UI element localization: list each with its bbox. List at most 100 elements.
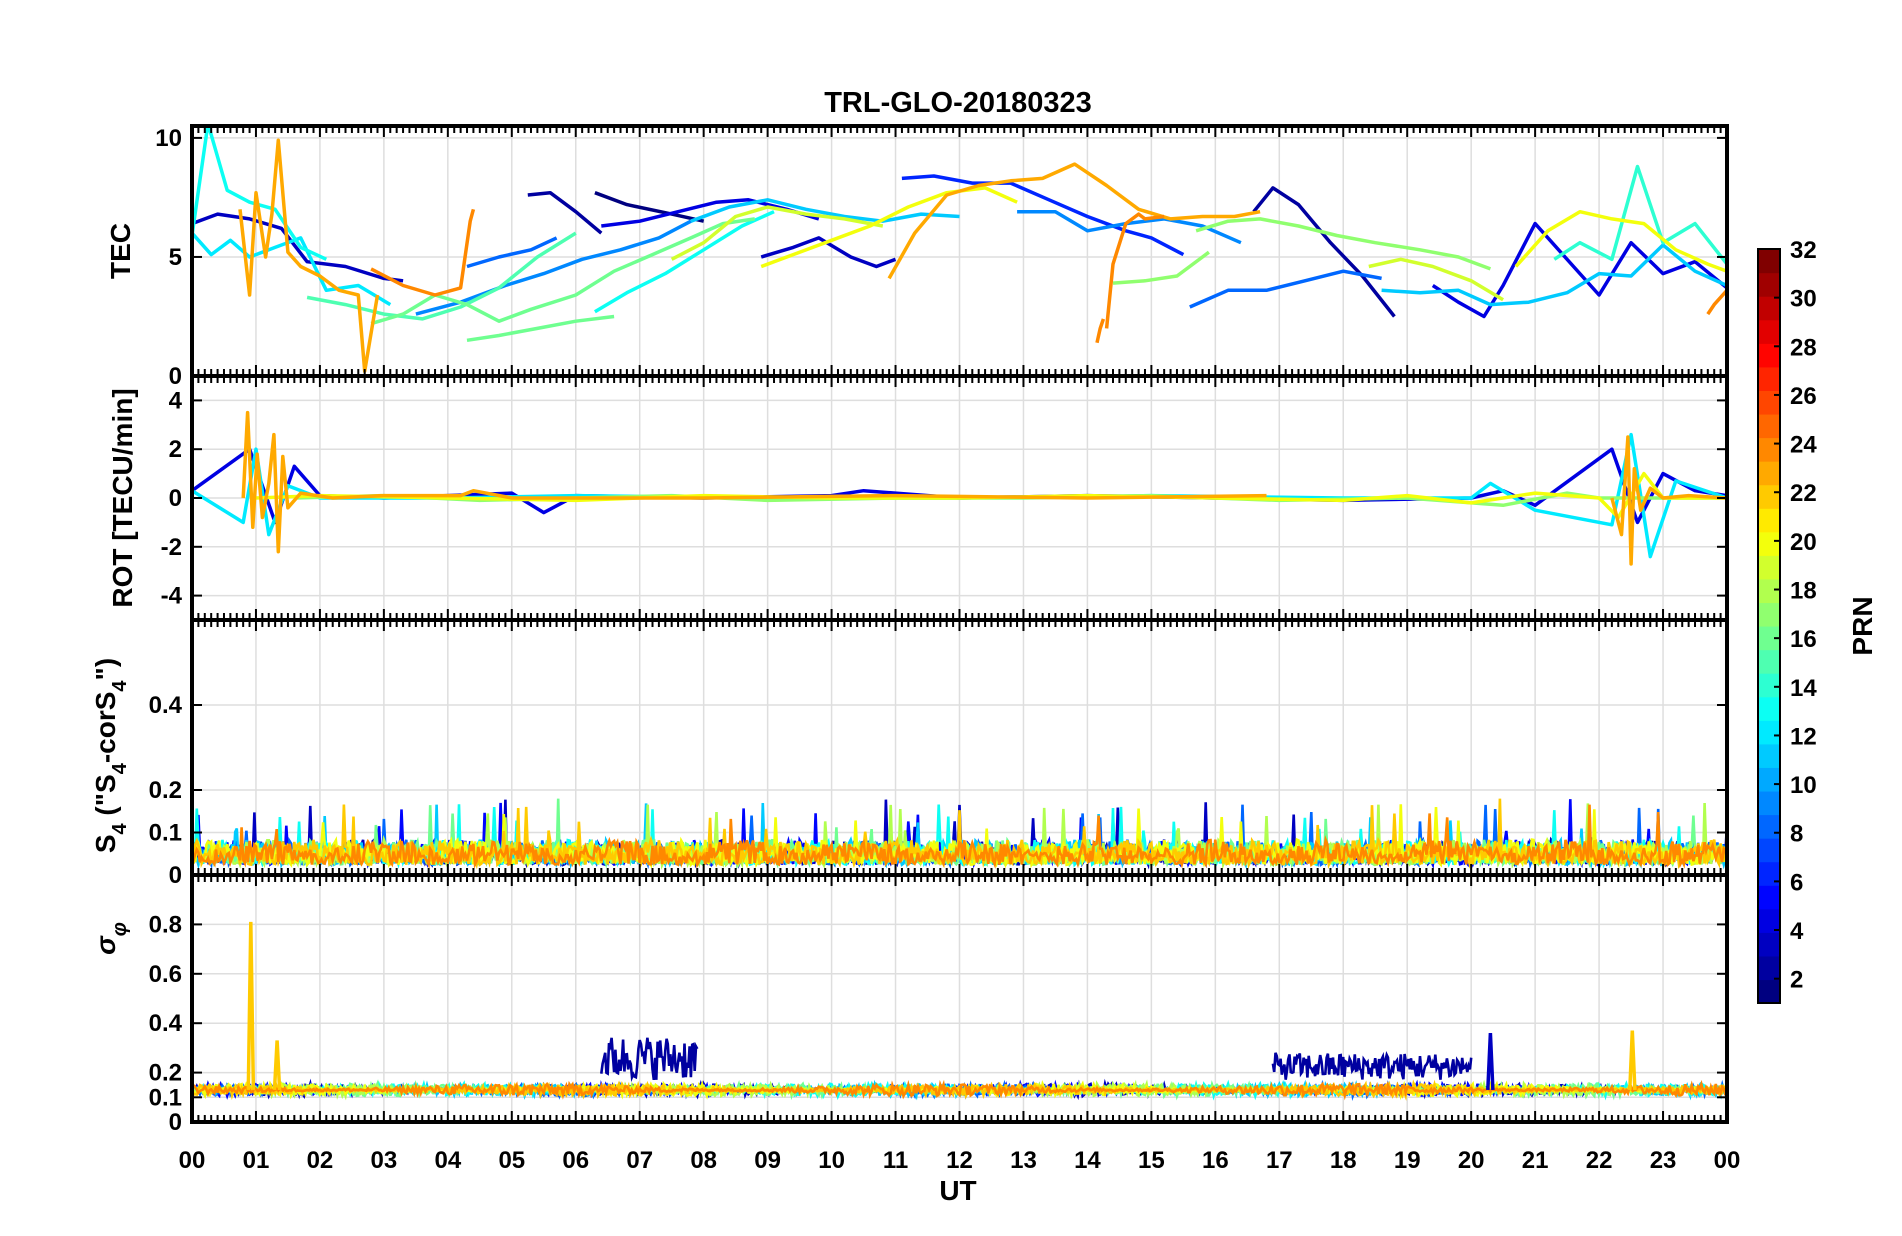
colorbar-tick-label: 8 <box>1790 821 1803 848</box>
spike-prn-22 <box>272 1040 282 1090</box>
x-tick-label: 20 <box>1458 1147 1485 1174</box>
colorbar-cell <box>1758 249 1780 274</box>
colorbar-cell <box>1758 343 1780 368</box>
series-prn-20 <box>760 186 1018 269</box>
series-prn-17 <box>1112 250 1210 285</box>
x-tick-label: 23 <box>1650 1147 1677 1174</box>
x-axis: 00 01 02 03 04 05 06 07 08 09 10 11 12 13 14 15 16 17 18 19… <box>179 1147 1741 1174</box>
spike-prn-22 <box>246 921 256 1090</box>
colorbar-tick-label: 24 <box>1790 432 1817 459</box>
colorbar-tick-label: 10 <box>1790 772 1817 799</box>
colorbar-cell <box>1758 531 1780 556</box>
y-tick-label: 0.2 <box>149 1060 182 1087</box>
series-prn-8 <box>466 236 558 269</box>
colorbar-cell <box>1758 272 1780 297</box>
y-tick-label: 5 <box>169 244 182 271</box>
y-tick-label: 0.8 <box>149 911 182 938</box>
colorbar-tick-label: 14 <box>1790 675 1817 702</box>
y-tick-label: 4 <box>169 387 183 414</box>
minor-ticks <box>191 376 1728 620</box>
series-prn-13 <box>594 210 775 314</box>
colorbar-cell <box>1758 555 1780 580</box>
y-tick-label: 2 <box>169 436 182 463</box>
series-prn-11 <box>690 198 960 223</box>
series-prn-20 <box>1514 209 1727 273</box>
colorbar-tick-label: 28 <box>1790 334 1817 361</box>
panel-ROT: -4 -2 0 2 4 ROT [TECU/min] <box>107 374 1729 622</box>
y-tick-label: 0 <box>169 363 182 390</box>
active-prn-2 <box>600 1037 699 1083</box>
y-tick-label: 0 <box>169 862 182 889</box>
panel-sigma_phi: 00.10.2 0.4 0.6 0.8 σφ <box>90 873 1729 1136</box>
colorbar-cell <box>1758 461 1780 486</box>
x-tick-label: 14 <box>1074 1147 1101 1174</box>
spike-prn-3 <box>1486 1033 1495 1090</box>
x-tick-label: 16 <box>1202 1147 1229 1174</box>
series-prn-11 <box>1381 243 1727 307</box>
panel-S4: 0 0.1 0.2 0.4 S4 ("S4-corS4") <box>90 618 1729 889</box>
colorbar-cell <box>1758 319 1780 344</box>
x-tick-label: 10 <box>818 1147 845 1174</box>
active-prn-2 <box>1271 1051 1473 1080</box>
series-prn-17 <box>1195 217 1492 271</box>
colorbar-cell <box>1758 696 1780 721</box>
series-prn-23 <box>887 162 1261 280</box>
x-tick-label: 09 <box>754 1147 781 1174</box>
spike-prn-22 <box>1628 1030 1637 1090</box>
chart-title: TRL-GLO-20180323 <box>824 87 1092 119</box>
colorbar-tick-label: 6 <box>1790 869 1803 896</box>
colorbar-cell <box>1758 955 1780 981</box>
x-tick-label: 07 <box>626 1147 653 1174</box>
band-prn-22 <box>192 798 1727 870</box>
colorbar-cell <box>1758 838 1780 863</box>
colorbar-tick-label: 30 <box>1790 286 1817 313</box>
y-tick-label: 10 <box>155 125 182 152</box>
colorbar-cell <box>1758 790 1780 816</box>
x-tick-label: 18 <box>1330 1147 1357 1174</box>
series-prn-24 <box>1095 318 1106 344</box>
band-prn-24 <box>192 804 1727 870</box>
series-prn-3 <box>760 236 897 269</box>
colorbar-tick-label: 4 <box>1790 918 1804 945</box>
minor-ticks <box>191 875 1728 1122</box>
colorbar-cell <box>1758 885 1780 910</box>
minor-ticks <box>191 620 1728 875</box>
x-tick-label: 08 <box>690 1147 717 1174</box>
series-prn-19 <box>670 205 884 261</box>
series-prn-15 <box>306 231 577 321</box>
series-prn-23 <box>1610 435 1727 566</box>
series-group <box>192 921 1727 1102</box>
y-tick-label: 0.4 <box>149 692 183 719</box>
y-tick-label: 0.1 <box>149 1084 182 1111</box>
y-tick-label: -2 <box>161 534 182 561</box>
series-group <box>192 126 1727 373</box>
y-axis-title: ROT [TECU/min] <box>107 388 138 607</box>
colorbar-tick-label: 2 <box>1790 967 1803 994</box>
series-prn-19 <box>1368 257 1504 302</box>
colorbar-tick-label: 22 <box>1790 480 1817 507</box>
series-prn-24 <box>1104 212 1165 329</box>
colorbar-cell <box>1758 908 1780 933</box>
x-tick-label: 02 <box>307 1147 334 1174</box>
series-prn-3 <box>192 212 404 283</box>
y-tick-label: 0.1 <box>149 820 182 847</box>
x-tick-label: 00 <box>179 1147 206 1174</box>
x-tick-label: 19 <box>1394 1147 1421 1174</box>
series-prn-6 <box>901 174 1185 257</box>
x-tick-label: 00 <box>1714 1147 1741 1174</box>
colorbar-cell <box>1758 413 1780 439</box>
colorbar-cell <box>1758 390 1780 415</box>
y-axis-title: σφ <box>90 922 131 955</box>
grid <box>191 875 1728 1123</box>
series-prn-12 <box>192 231 392 307</box>
x-tick-label: 11 <box>883 1147 908 1174</box>
x-tick-label: 03 <box>371 1147 398 1174</box>
y-axis-title: TEC <box>105 223 136 279</box>
colorbar-cell <box>1758 366 1780 391</box>
y-tick-label: 0.4 <box>149 1010 183 1037</box>
series-prn-2 <box>1252 186 1396 318</box>
series-prn-1 <box>594 191 705 223</box>
colorbar-cell <box>1758 626 1780 651</box>
